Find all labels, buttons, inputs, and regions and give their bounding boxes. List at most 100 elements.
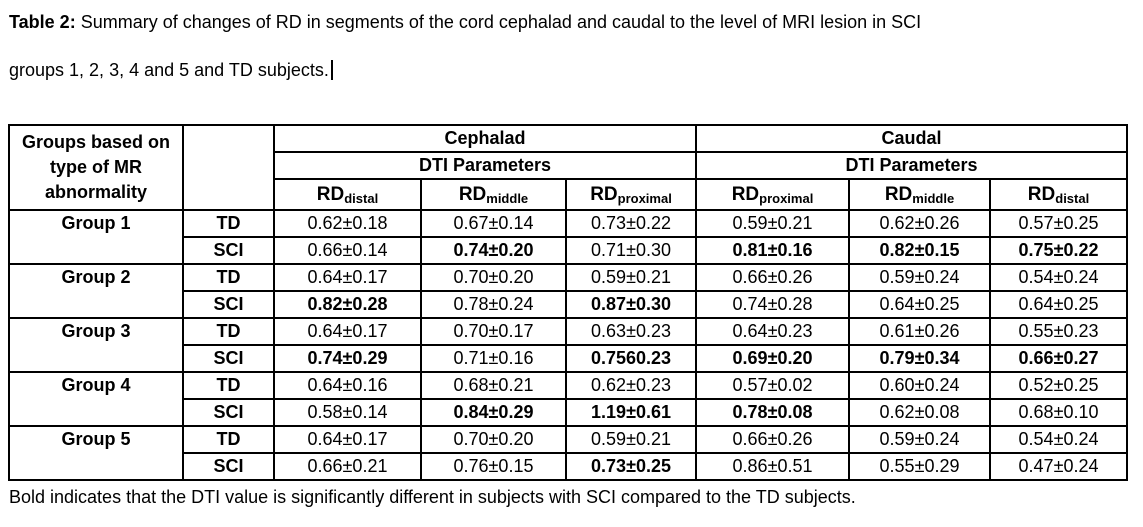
rd-sub: proximal: [617, 190, 672, 206]
rd-sub: middle: [912, 190, 955, 206]
row-header-title: Groups based on type of MR abnormality: [8, 124, 184, 211]
value-cell: 0.66±0.26: [695, 263, 851, 292]
value-cell: 0.62±0.23: [564, 371, 698, 400]
rd-sub: distal: [1055, 190, 1090, 206]
value-cell: 0.70±0.20: [420, 263, 567, 292]
value-cell: 0.82±0.15: [848, 236, 992, 265]
value-cell: 0.68±0.21: [420, 371, 567, 400]
value-cell: 0.47±0.24: [989, 452, 1129, 481]
value-cell: 0.64±0.25: [848, 290, 992, 319]
value-cell: 0.74±0.20: [420, 236, 567, 265]
rd-base: RD: [316, 183, 345, 205]
value-cell: 0.57±0.25: [989, 209, 1129, 238]
table-row: SCI 0.66±0.21 0.76±0.15 0.73±0.25 0.86±0.51 0…: [9, 452, 1129, 481]
table-caption-text2: groups 1, 2, 3, 4 and 5 and TD subjects.: [9, 60, 329, 80]
value-cell: 0.7560.23: [564, 344, 698, 373]
table-body: Group 1 TD 0.62±0.18 0.67±0.14 0.73±0.22 0.59…: [8, 209, 1129, 481]
subject-type-cell: TD: [182, 263, 275, 292]
rd-summary-table: Groups based on type of MR abnormality C…: [8, 124, 1129, 481]
value-cell: 0.59±0.24: [848, 425, 992, 454]
value-cell: 0.63±0.23: [564, 317, 698, 346]
value-cell: 0.73±0.25: [564, 452, 698, 481]
value-cell: 0.64±0.16: [273, 371, 422, 400]
column-header-rd-middle-cephalad: RDmiddle: [420, 178, 567, 211]
rd-sub: proximal: [759, 190, 814, 206]
group-name-cell: Group 1: [8, 209, 184, 265]
table-row: Group 4 TD 0.64±0.16 0.68±0.21 0.62±0.23 0.57…: [8, 371, 1129, 427]
table-caption-line1[interactable]: Table 2: Summary of changes of RD in seg…: [9, 10, 921, 34]
value-cell: 0.75±0.22: [989, 236, 1129, 265]
value-cell: 0.78±0.24: [420, 290, 567, 319]
table-row: SCI 0.58±0.14 0.84±0.29 1.19±0.61 0.78±0.08 0…: [9, 398, 1129, 427]
value-cell: 0.55±0.29: [848, 452, 992, 481]
value-cell: 0.66±0.27: [989, 344, 1129, 373]
value-cell: 0.86±0.51: [695, 452, 851, 481]
group-name-cell: Group 5: [8, 425, 184, 481]
subject-type-column-header: [182, 124, 275, 211]
value-cell: 0.73±0.22: [564, 209, 698, 238]
group-name-cell: Group 2: [8, 263, 184, 319]
text-cursor: [330, 60, 333, 80]
value-cell: 0.78±0.08: [695, 398, 851, 427]
value-cell: 0.64±0.17: [273, 317, 422, 346]
value-cell: 0.59±0.21: [695, 209, 851, 238]
value-cell: 0.66±0.26: [695, 425, 851, 454]
value-cell: 0.70±0.20: [420, 425, 567, 454]
table-row: Group 5 TD 0.64±0.17 0.70±0.20 0.59±0.21 0.66…: [8, 425, 1129, 481]
value-cell: 0.62±0.18: [273, 209, 422, 238]
table-row: Group 3 TD 0.64±0.17 0.70±0.17 0.63±0.23 0.64…: [8, 317, 1129, 373]
value-cell: 0.82±0.28: [273, 290, 422, 319]
subject-type-cell: TD: [182, 371, 275, 400]
value-cell: 0.76±0.15: [420, 452, 567, 481]
value-cell: 0.52±0.25: [989, 371, 1129, 400]
table-caption-label: Table 2:: [9, 12, 76, 32]
rd-base: RD: [590, 183, 618, 205]
subject-type-cell: SCI: [182, 236, 275, 265]
subject-type-cell: SCI: [182, 290, 275, 319]
value-cell: 0.55±0.23: [989, 317, 1129, 346]
value-cell: 0.69±0.20: [695, 344, 851, 373]
value-cell: 0.58±0.14: [273, 398, 422, 427]
rd-base: RD: [1027, 183, 1056, 205]
value-cell: 0.70±0.17: [420, 317, 567, 346]
column-header-rd-distal-caudal: RDdistal: [989, 178, 1129, 211]
rd-sub: distal: [344, 190, 379, 206]
column-header-rd-distal-cephalad: RDdistal: [273, 178, 422, 211]
table-caption-line2[interactable]: groups 1, 2, 3, 4 and 5 and TD subjects.: [9, 58, 333, 82]
value-cell: 0.59±0.21: [564, 263, 698, 292]
value-cell: 0.64±0.25: [989, 290, 1129, 319]
value-cell: 0.61±0.26: [848, 317, 992, 346]
group-name-cell: Group 4: [8, 371, 184, 427]
subheader-dti-parameters-caudal: DTI Parameters: [695, 151, 1129, 180]
table-row: Group 1 TD 0.62±0.18 0.67±0.14 0.73±0.22 0.59…: [8, 209, 1129, 265]
column-header-rd-proximal-caudal: RDproximal: [695, 178, 851, 211]
rd-base: RD: [731, 183, 760, 205]
table-row: SCI 0.82±0.28 0.78±0.24 0.87±0.30 0.74±0.28 0…: [9, 290, 1129, 319]
subject-type-cell: TD: [182, 317, 275, 346]
value-cell: 0.64±0.23: [695, 317, 851, 346]
rd-base: RD: [884, 183, 913, 205]
table-row: SCI 0.74±0.29 0.71±0.16 0.7560.23 0.69±0.20 0…: [9, 344, 1129, 373]
value-cell: 0.66±0.21: [273, 452, 422, 481]
value-cell: 0.74±0.28: [695, 290, 851, 319]
value-cell: 0.71±0.16: [420, 344, 567, 373]
value-cell: 0.64±0.17: [273, 425, 422, 454]
value-cell: 0.59±0.21: [564, 425, 698, 454]
value-cell: 0.67±0.14: [420, 209, 567, 238]
value-cell: 0.84±0.29: [420, 398, 567, 427]
column-header-rd-proximal-cephalad: RDproximal: [564, 178, 698, 211]
rd-base: RD: [458, 183, 487, 205]
subject-type-cell: SCI: [182, 398, 275, 427]
footnote[interactable]: Bold indicates that the DTI value is sig…: [9, 487, 856, 507]
value-cell: 0.66±0.14: [273, 236, 422, 265]
value-cell: 0.79±0.34: [848, 344, 992, 373]
value-cell: 0.87±0.30: [564, 290, 698, 319]
value-cell: 0.60±0.24: [848, 371, 992, 400]
table-row: Group 2 TD 0.64±0.17 0.70±0.20 0.59±0.21 0.66…: [8, 263, 1129, 319]
section-header-caudal: Caudal: [695, 124, 1129, 153]
value-cell: 0.71±0.30: [564, 236, 698, 265]
rd-sub: middle: [486, 190, 529, 206]
value-cell: 0.81±0.16: [695, 236, 851, 265]
value-cell: 0.64±0.17: [273, 263, 422, 292]
